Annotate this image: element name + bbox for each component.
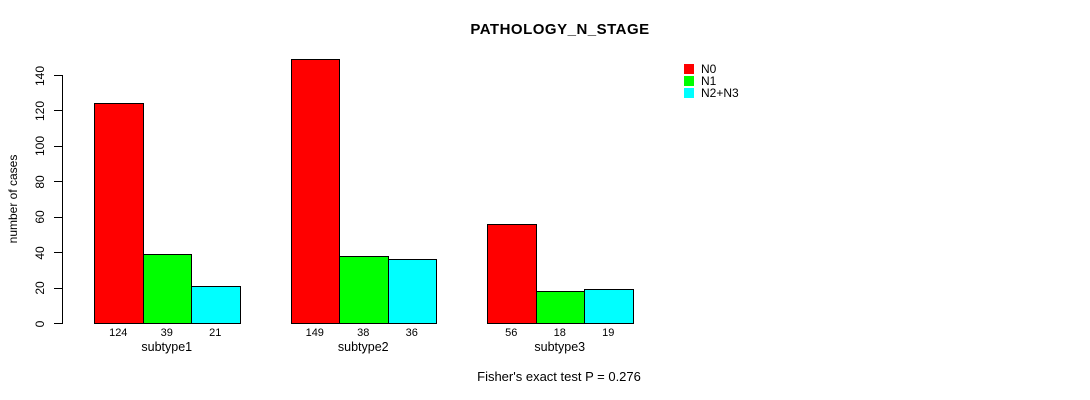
bar-value-label: 36 [405,327,418,339]
y-axis-tick [54,75,62,76]
y-axis-tick [54,323,62,324]
y-tick-label: 60 [33,210,47,224]
annotation-text: Fisher's exact test P = 0.276 [477,369,641,384]
bar-N1-subtype3 [535,291,585,324]
y-axis-tick [54,181,62,183]
bar-value-label: 18 [553,327,566,339]
y-axis-label: number of cases [6,154,20,244]
y-tick-label: 140 [33,65,47,86]
legend-swatch-N0 [684,64,694,74]
chart-title: PATHOLOGY_N_STAGE [470,21,650,38]
y-tick-label: 0 [33,320,47,327]
bar-N0-subtype1 [94,103,144,324]
bar-value-label: 21 [209,327,222,339]
legend-item: N0 [684,62,739,76]
bar-N0-subtype2 [290,59,340,324]
bar-value-label: 124 [109,327,128,339]
legend-swatch-N2+N3 [684,88,694,98]
legend-label: N0 [701,62,717,76]
legend: N0 N1 N2+N3 [684,62,739,100]
legend-item: N1 [684,74,739,88]
bar-N0-subtype3 [487,223,537,324]
bar-N1-subtype1 [142,253,192,324]
legend-swatch-N1 [684,76,694,86]
y-axis-tick [54,252,62,254]
bar-N2+N3-subtype3 [584,289,634,324]
y-tick-label: 100 [33,136,47,157]
y-tick-label: 120 [33,100,47,121]
x-category-label: subtype1 [141,340,193,354]
bar-value-label: 56 [505,327,518,339]
y-axis-line [62,75,63,324]
y-tick-label: 40 [33,245,47,260]
legend-label: N1 [701,74,717,88]
x-category-label: subtype3 [534,340,586,354]
bar-N2+N3-subtype1 [191,285,241,324]
bar-value-label: 19 [602,327,615,339]
y-tick-label: 20 [33,281,47,295]
bar-value-label: 149 [305,327,324,339]
bar-N1-subtype2 [339,255,389,324]
bar-N2+N3-subtype2 [387,259,437,324]
bar-value-label: 38 [357,327,370,339]
y-axis-tick [54,145,62,147]
x-category-label: subtype2 [337,340,389,354]
bar-value-label: 39 [160,327,173,339]
y-axis-tick [54,287,62,289]
legend-item: N2+N3 [684,86,739,100]
legend-label: N2+N3 [701,86,739,100]
y-tick-label: 80 [33,175,47,189]
y-axis-tick [54,216,62,218]
y-axis-tick [54,110,62,112]
